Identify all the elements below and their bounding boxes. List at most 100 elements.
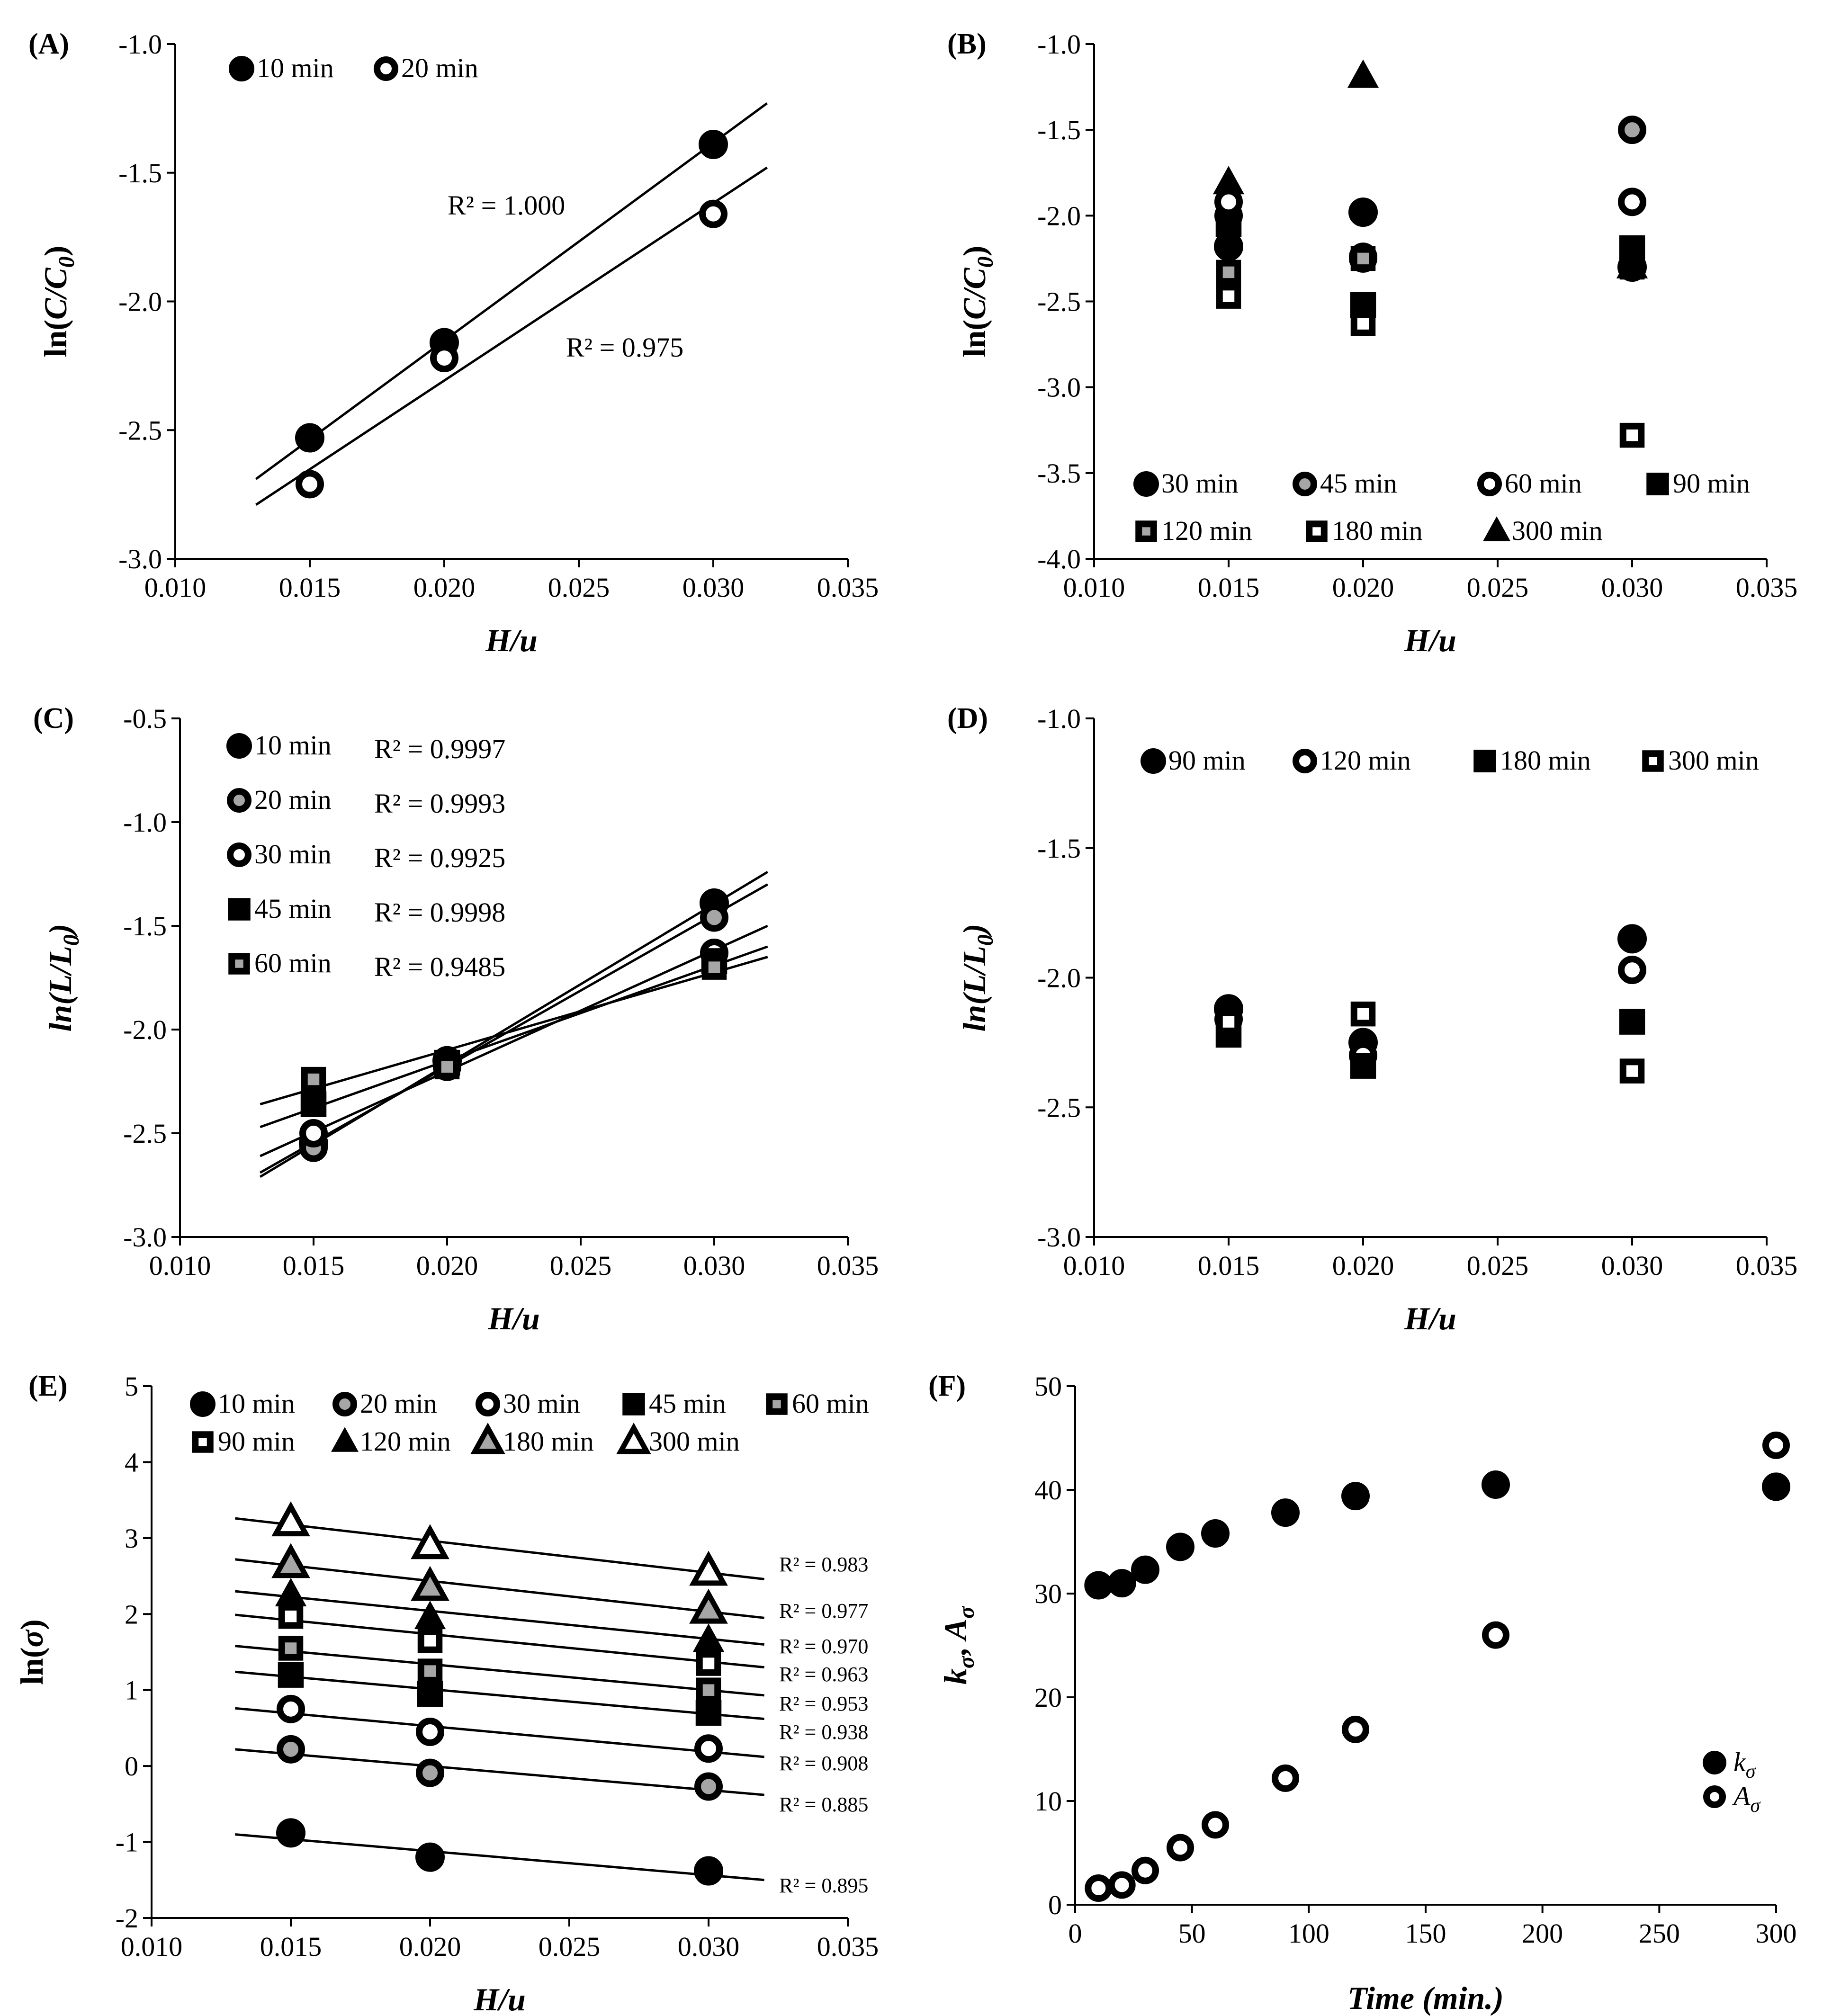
legend-label: 60 min xyxy=(1505,468,1582,499)
y-tick-label: -3.0 xyxy=(118,544,162,574)
data-point xyxy=(1618,188,1646,216)
x-tick-label: 0.010 xyxy=(1063,1250,1125,1281)
x-tick-label: 0.010 xyxy=(149,1250,211,1281)
legend-label: 90 min xyxy=(1168,745,1246,776)
data-point xyxy=(1482,1470,1510,1499)
legend-A: 10 min 20 min R² = 1.000 R² = 0.975 xyxy=(229,53,683,363)
legend-label: 60 min xyxy=(254,948,332,978)
legend-marker xyxy=(228,953,250,975)
panel-label: (F) xyxy=(928,1370,966,1402)
x-tick-label: 100 xyxy=(1288,1918,1329,1949)
x-tick-label: 0.025 xyxy=(548,572,610,603)
data-point xyxy=(695,1700,722,1726)
trendline xyxy=(235,1670,764,1720)
trendline xyxy=(260,924,768,1157)
x-tick-label: 0.020 xyxy=(416,1250,478,1281)
data-point xyxy=(1350,246,1376,271)
x-tick-label: 0.015 xyxy=(279,572,341,603)
x-tick-label: 0.020 xyxy=(1332,1250,1394,1281)
legend-marker xyxy=(226,733,252,759)
x-axis-title: H/u xyxy=(1404,1300,1456,1336)
legend-label: 120 min xyxy=(360,1426,451,1457)
r2-label: R² = 0.9485 xyxy=(374,951,505,982)
r2-label: R² = 0.938 xyxy=(779,1720,868,1744)
y-tick-label: 0 xyxy=(1048,1890,1062,1920)
r2-label: R² = 0.895 xyxy=(779,1874,868,1897)
panel-D: 0.010 0.015 0.020 0.025 0.030 0.035 -1.0 -1.5 -2… xyxy=(947,702,1797,1336)
legend-marker xyxy=(1133,471,1159,497)
x-tick-label: 0.015 xyxy=(1198,1250,1260,1281)
trendline xyxy=(260,956,768,1106)
panel-C: 0.010 0.015 0.020 0.025 0.030 0.035 -0.5 -1.0 -1… xyxy=(33,702,879,1336)
y-tick-label: -0.5 xyxy=(123,703,167,734)
data-point xyxy=(694,1734,723,1763)
r2-label: R² = 0.9993 xyxy=(374,788,505,819)
legend-label: 180 min xyxy=(1332,515,1423,546)
data-point xyxy=(692,1623,725,1652)
data-point xyxy=(1272,1764,1299,1792)
y-tick-label: -3.0 xyxy=(1037,372,1081,403)
y-tick-label: -1.0 xyxy=(123,807,167,838)
r2-label: R² = 0.963 xyxy=(779,1663,868,1686)
r2-label: R² = 0.908 xyxy=(779,1752,868,1775)
legend-marker xyxy=(1483,516,1510,541)
x-axis-title: H/u xyxy=(473,1981,526,2016)
legend-label: 45 min xyxy=(1320,468,1397,499)
legend-marker xyxy=(1140,748,1166,774)
trendline xyxy=(255,102,768,480)
y-tick-label: -2.0 xyxy=(123,1014,167,1045)
data-point xyxy=(276,1818,305,1848)
data-point xyxy=(278,1662,304,1688)
legend-marker xyxy=(1293,749,1317,773)
legend-label: 180 min xyxy=(503,1426,594,1457)
data-point xyxy=(699,199,727,228)
legend-label: 30 min xyxy=(254,839,332,869)
data-point xyxy=(1166,1532,1194,1561)
data-point xyxy=(299,1119,328,1147)
y-tick-label: -2.0 xyxy=(1037,200,1081,231)
legend-label: 60 min xyxy=(792,1388,869,1419)
data-point xyxy=(414,1601,446,1630)
y-axis-title: ln(L/L0) xyxy=(956,924,998,1032)
data-point xyxy=(689,1550,728,1586)
y-tick-label: -2.0 xyxy=(1037,963,1081,994)
x-tick-label: 250 xyxy=(1639,1918,1680,1949)
data-point xyxy=(417,1681,443,1707)
data-point xyxy=(1215,211,1242,237)
x-tick-label: 0.035 xyxy=(1736,572,1798,603)
y-tick-label: -2.5 xyxy=(123,1118,167,1149)
data-point xyxy=(417,1658,443,1684)
y-tick-label: -2.0 xyxy=(118,287,162,317)
x-tick-label: 0.030 xyxy=(678,1931,740,1962)
panel-label: (B) xyxy=(947,28,987,60)
data-point xyxy=(694,1772,723,1801)
data-point xyxy=(1108,1871,1136,1899)
legend-marker xyxy=(766,1393,788,1415)
x-tick-label: 0.015 xyxy=(1198,572,1260,603)
y-tick-label: -1.0 xyxy=(1037,703,1081,734)
data-point xyxy=(694,1856,723,1886)
legend-label: 45 min xyxy=(254,893,332,924)
r2-label: R² = 0.885 xyxy=(779,1793,868,1816)
panel-label: (D) xyxy=(947,702,988,735)
y-tick-label: 5 xyxy=(125,1371,138,1402)
legend-marker xyxy=(228,898,251,921)
legend-label: 10 min xyxy=(254,730,332,761)
trendline xyxy=(255,166,768,506)
data-point xyxy=(300,1091,327,1117)
legend-label: 10 min xyxy=(257,53,334,83)
data-point xyxy=(1618,116,1646,144)
x-tick-label: 0.035 xyxy=(1736,1250,1798,1281)
trendline xyxy=(259,883,769,1174)
x-tick-label: 0.010 xyxy=(121,1931,183,1962)
legend-label: 120 min xyxy=(1320,745,1411,776)
legend-marker xyxy=(1135,520,1157,542)
data-point xyxy=(1616,250,1648,278)
legend-marker xyxy=(470,1422,505,1454)
legend-marker xyxy=(1477,472,1502,496)
legend-label: 45 min xyxy=(649,1388,726,1419)
legend-marker xyxy=(331,1427,359,1452)
legend-marker xyxy=(1293,472,1317,496)
r2-label: R² = 0.953 xyxy=(779,1692,868,1715)
x-tick-label: 0.030 xyxy=(683,1250,745,1281)
